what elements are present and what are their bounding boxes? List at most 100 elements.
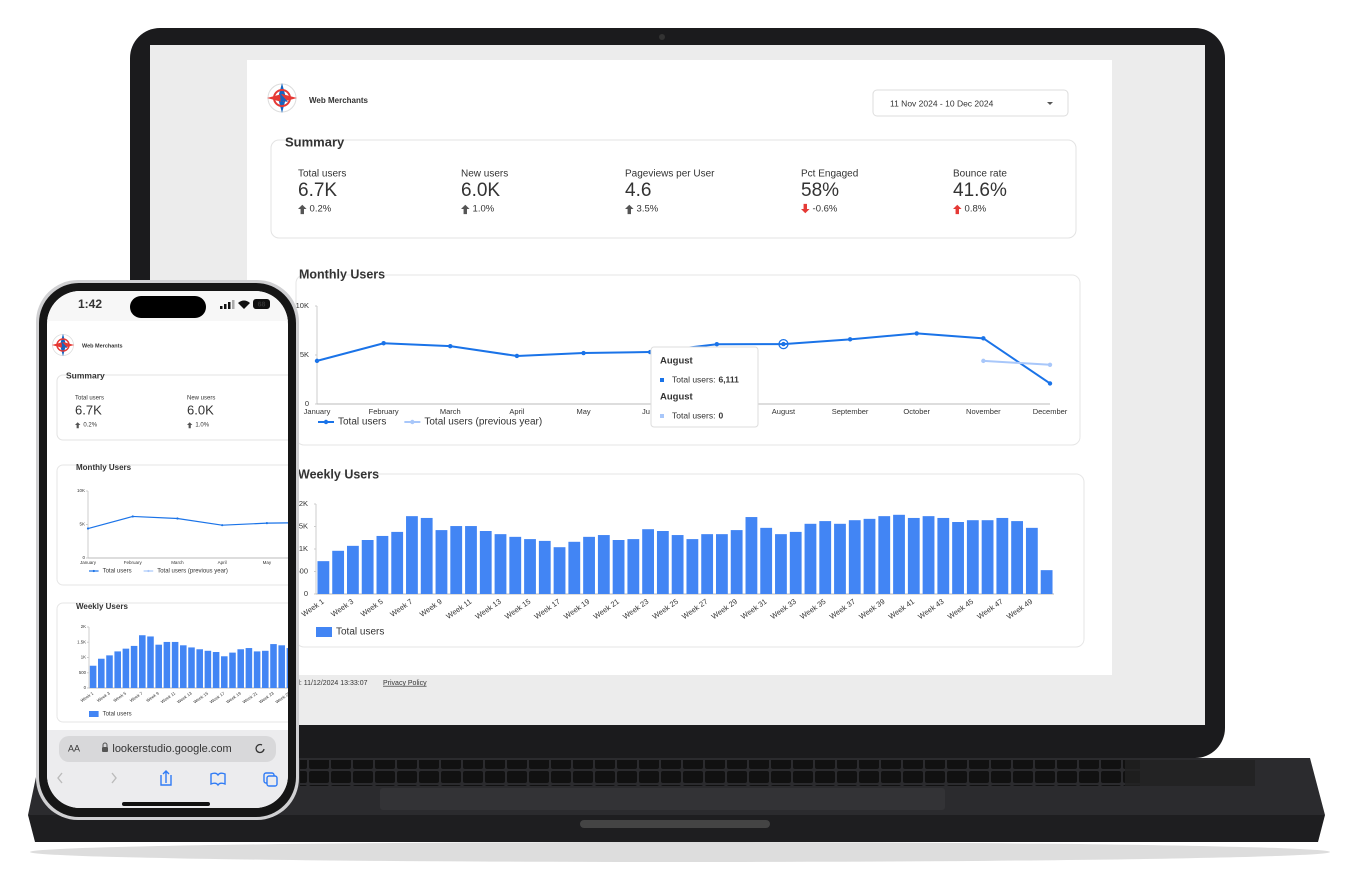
summary-title: Summary — [66, 370, 105, 380]
legend-dot — [92, 569, 95, 573]
y-tick-label: 5K — [79, 522, 85, 527]
bar — [538, 540, 551, 594]
privacy-link[interactable]: Privacy Policy — [383, 680, 427, 687]
reload[interactable] — [255, 743, 265, 754]
bar — [163, 641, 171, 688]
x-tick-label: August — [772, 407, 796, 416]
metric-label: Pct Engaged — [801, 169, 858, 180]
point — [381, 341, 386, 346]
brand: Web Merchants — [82, 343, 123, 349]
metric-label: Total users — [298, 169, 346, 180]
point — [1047, 362, 1053, 367]
y-tick-label: 2K — [299, 499, 308, 508]
y-tick-label: 1K — [299, 544, 308, 553]
bar — [245, 648, 253, 688]
tooltip-value: 0 — [718, 410, 723, 420]
y-tick-label: 0 — [82, 555, 85, 560]
y-tick-label: 0 — [84, 685, 87, 690]
y-tick-label: 10K — [296, 301, 309, 310]
point — [714, 342, 720, 347]
point — [448, 343, 453, 349]
legend-swatch — [89, 711, 99, 717]
y-tick-label: 0 — [305, 399, 309, 408]
date-picker[interactable] — [872, 89, 1069, 117]
date-range[interactable]: 11 Nov 2024 - 10 Dec 2024 — [890, 98, 994, 108]
bar — [420, 517, 433, 594]
bar — [893, 514, 905, 594]
toolbar — [57, 770, 278, 787]
bar — [745, 517, 758, 594]
point — [981, 336, 986, 341]
x-tick-label: September — [832, 407, 869, 416]
bar — [819, 521, 832, 594]
bar — [278, 645, 285, 688]
point — [314, 358, 320, 364]
battery — [253, 299, 270, 309]
point — [265, 522, 269, 525]
x-tick-label: May — [263, 560, 272, 565]
point — [581, 350, 586, 356]
legend-swatch — [316, 627, 332, 637]
tooltip-swatch — [660, 378, 664, 382]
bar — [270, 644, 277, 688]
bar — [204, 650, 212, 688]
metric-change: 0.2% — [310, 204, 332, 215]
bar — [212, 652, 220, 688]
x-tick-label: March — [440, 407, 461, 416]
metric-change: 1.0% — [473, 204, 495, 215]
legend-label: Total users — [338, 417, 386, 428]
x-tick-label: February — [369, 407, 399, 416]
phone: 1:42 68 Web Merchants Summary Monthly Us… — [36, 280, 299, 820]
x-tick-label: March — [171, 560, 184, 565]
metric-change: 3.5% — [637, 204, 659, 215]
bar — [122, 648, 130, 688]
metric-value: 6.7K — [298, 180, 337, 201]
url[interactable]: lookerstudio.google.com — [112, 743, 231, 755]
x-tick-label: January — [80, 560, 97, 565]
bar — [106, 655, 113, 688]
url-field[interactable] — [59, 736, 276, 762]
bar — [253, 651, 261, 688]
bar — [775, 534, 787, 594]
point — [514, 353, 520, 359]
bar — [612, 540, 625, 594]
point — [86, 527, 90, 530]
bar — [147, 636, 154, 688]
bar — [701, 534, 714, 594]
bar — [524, 539, 536, 594]
bar — [435, 530, 448, 594]
x-tick-label: May — [576, 407, 590, 416]
monthly-title: Monthly Users — [299, 267, 385, 281]
bar — [863, 518, 876, 594]
bar — [180, 645, 187, 688]
tooltip-box — [650, 346, 759, 428]
summary-title: Summary — [285, 134, 345, 149]
bar — [730, 530, 743, 594]
x-tick-label: June — [642, 407, 658, 416]
metric-value: 41.6% — [953, 180, 1007, 201]
bar — [642, 529, 655, 594]
tooltip-title: August — [660, 356, 694, 367]
text-size[interactable]: AA — [68, 743, 80, 753]
tooltip-label: Total users: — [672, 374, 715, 384]
bar — [89, 665, 97, 688]
legend-label: Total users — [336, 627, 384, 638]
x-tick-label: April — [509, 407, 524, 416]
x-tick-label: January — [304, 407, 331, 416]
caret — [1047, 102, 1053, 105]
bar — [907, 517, 920, 594]
y-tick-label: 1.5K — [77, 639, 86, 644]
bar — [361, 540, 374, 594]
bar — [715, 534, 728, 594]
weekly-title: Weekly Users — [298, 467, 379, 481]
bar — [583, 536, 595, 594]
bar — [686, 539, 699, 594]
bar — [98, 658, 105, 688]
bar — [229, 652, 236, 688]
bar — [1040, 570, 1053, 594]
bar — [848, 520, 861, 594]
bar — [834, 523, 846, 594]
y-tick-label: 1.5K — [293, 521, 308, 530]
legend-label: Total users (previous year) — [424, 417, 542, 428]
tooltip-label: Total users: — [672, 410, 715, 420]
